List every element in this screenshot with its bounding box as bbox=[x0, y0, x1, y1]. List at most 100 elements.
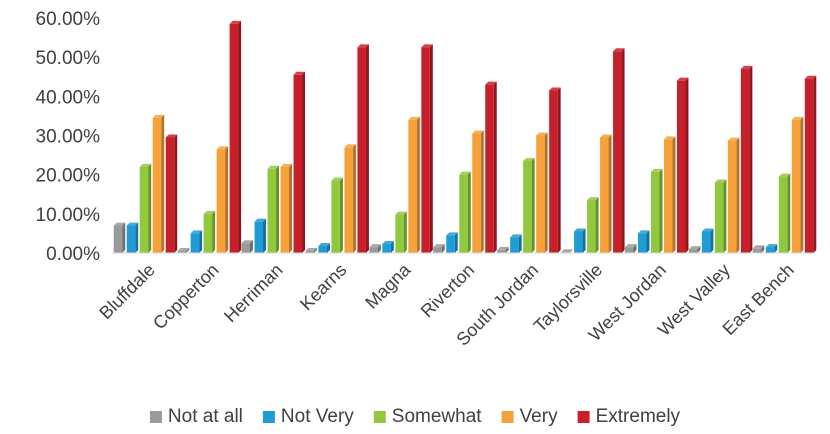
bar bbox=[727, 137, 740, 253]
legend-item: Somewhat bbox=[373, 406, 482, 427]
bar-top bbox=[408, 116, 420, 120]
bar-side bbox=[749, 65, 753, 254]
bar-side bbox=[646, 230, 650, 253]
bar-side bbox=[263, 218, 267, 253]
bar-front bbox=[139, 166, 149, 253]
bar-top bbox=[765, 244, 778, 248]
bar bbox=[740, 65, 753, 254]
bar bbox=[778, 173, 791, 253]
bar bbox=[688, 246, 701, 253]
legend-label: Extremely bbox=[596, 406, 681, 427]
x-tick-label: Copperton bbox=[149, 260, 223, 334]
bar-front bbox=[459, 174, 468, 253]
legend-swatch bbox=[501, 411, 514, 423]
bar-top bbox=[752, 245, 765, 249]
category-group bbox=[113, 114, 178, 253]
bar-top bbox=[587, 197, 599, 201]
category-group bbox=[497, 87, 561, 253]
bar-top bbox=[203, 210, 216, 214]
bar-top bbox=[280, 163, 293, 167]
bar-side bbox=[313, 248, 317, 253]
bar bbox=[791, 116, 804, 253]
bar bbox=[549, 87, 561, 253]
bar-top bbox=[536, 132, 548, 136]
bar bbox=[433, 244, 445, 253]
bar-top bbox=[190, 230, 203, 234]
bars-layer bbox=[113, 20, 817, 254]
bar bbox=[408, 116, 420, 253]
bar-top bbox=[714, 179, 727, 183]
bar-top bbox=[177, 248, 190, 252]
category-group bbox=[177, 20, 242, 253]
bar-top bbox=[357, 44, 369, 48]
bar-top bbox=[113, 222, 126, 226]
bar-front bbox=[446, 235, 455, 253]
bar-front bbox=[574, 231, 583, 253]
bar-top bbox=[344, 144, 356, 148]
bar bbox=[267, 165, 280, 253]
bar bbox=[459, 171, 471, 253]
bar-front bbox=[293, 74, 303, 254]
bar-top bbox=[395, 211, 407, 215]
bar-side bbox=[390, 240, 394, 253]
bar-side bbox=[493, 81, 497, 253]
bar-side bbox=[608, 134, 612, 253]
bar bbox=[561, 249, 573, 253]
x-tick-label: Herriman bbox=[220, 260, 286, 326]
bar-side bbox=[813, 75, 817, 253]
bar-top bbox=[331, 177, 343, 181]
bar-top bbox=[740, 65, 753, 69]
bar bbox=[254, 218, 267, 253]
bar bbox=[241, 240, 254, 253]
bar-side bbox=[736, 137, 740, 253]
bar-side bbox=[672, 136, 676, 253]
bar bbox=[714, 179, 727, 253]
bar-top bbox=[293, 71, 306, 75]
y-tick-label: 20.00% bbox=[36, 166, 101, 187]
bar-front bbox=[701, 231, 711, 253]
legend-label: Very bbox=[520, 406, 559, 427]
x-tick-label: Riverton bbox=[417, 260, 479, 322]
bar-top bbox=[676, 77, 689, 81]
category-group bbox=[433, 81, 497, 253]
bar bbox=[804, 75, 817, 253]
bar-front bbox=[600, 137, 609, 253]
bar-front bbox=[740, 68, 750, 254]
y-axis: 0.00% 10.00% 20.00% 30.00% 40.00% 50.00% 60.00… bbox=[36, 9, 815, 265]
bar-top bbox=[791, 116, 804, 120]
bar-side bbox=[557, 87, 561, 253]
bar-side bbox=[326, 242, 330, 253]
bar-side bbox=[454, 232, 458, 253]
bar-top bbox=[561, 249, 573, 253]
bar-side bbox=[339, 177, 343, 253]
bar-front bbox=[177, 251, 187, 253]
bar-side bbox=[518, 234, 522, 253]
bar-top bbox=[241, 240, 254, 244]
x-tick-label: Magna bbox=[361, 259, 415, 313]
bar bbox=[613, 48, 625, 253]
bar-top bbox=[433, 244, 445, 248]
bar-front bbox=[587, 200, 596, 253]
bar-front bbox=[267, 168, 277, 253]
bar-top bbox=[574, 228, 586, 232]
bar-side bbox=[416, 116, 420, 253]
bar-front bbox=[804, 78, 814, 253]
bar bbox=[574, 228, 586, 253]
bar-side bbox=[302, 71, 306, 254]
bar bbox=[190, 230, 203, 253]
category-group bbox=[561, 48, 625, 253]
bar-top bbox=[382, 240, 394, 244]
bar-top bbox=[778, 173, 791, 177]
bar-side bbox=[174, 134, 178, 253]
x-tick-label: Kearns bbox=[296, 260, 350, 314]
bar-front bbox=[624, 247, 634, 253]
bar-side bbox=[377, 244, 381, 253]
legend-label: Not at all bbox=[168, 406, 243, 427]
category-group bbox=[752, 75, 817, 253]
bar-top bbox=[600, 134, 612, 138]
bar-side bbox=[429, 44, 433, 253]
bar-side bbox=[352, 144, 356, 253]
bar-top bbox=[472, 130, 484, 134]
